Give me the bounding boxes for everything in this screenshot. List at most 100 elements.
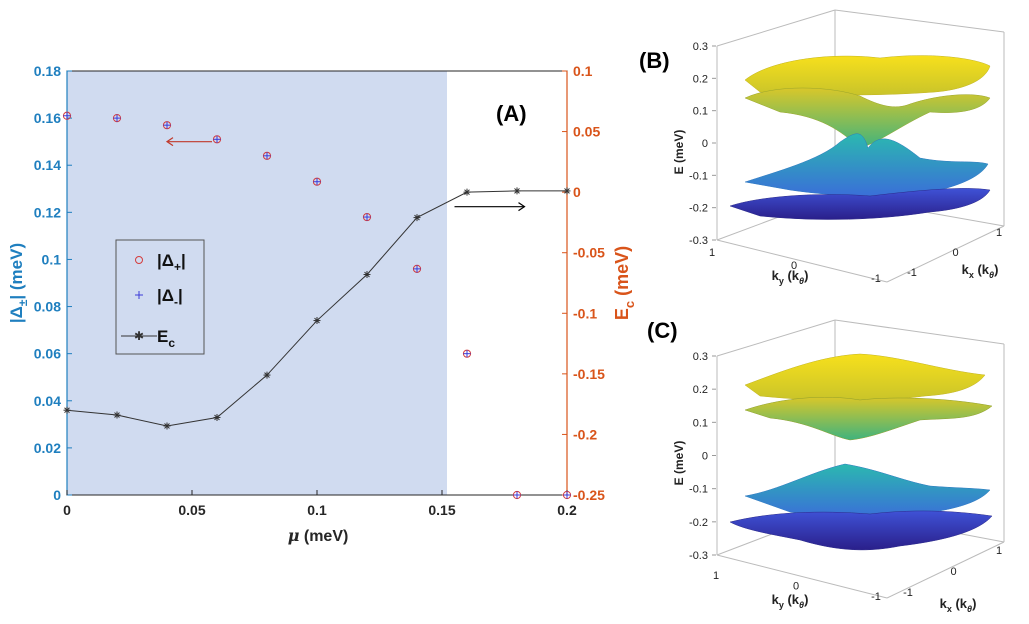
z-tick-label: -0.3 [689, 235, 708, 247]
svg-text:✱: ✱ [134, 329, 144, 343]
point-ec [113, 411, 121, 419]
legend-marker-ec: ✱ [121, 329, 157, 343]
kx-label-c: kx (kθ) [940, 596, 977, 614]
band-c-upper-outer [744, 353, 986, 401]
kx-tick-label: 1 [996, 545, 1002, 557]
series-layer [62, 111, 572, 500]
point-delta-minus [213, 135, 221, 143]
ky-tick-label: 1 [709, 247, 715, 259]
left-tick-label: 0.14 [34, 157, 61, 173]
point-ec [163, 422, 171, 430]
ky-label-c: ky (kθ) [772, 592, 809, 610]
ky-tick-label: 1 [713, 570, 719, 582]
left-tick-label: 0.02 [34, 440, 61, 456]
left-axis-ticks: 0 0.02 0.04 0.06 0.08 0.1 0.12 0.14 0.16 0.18 [34, 63, 72, 503]
left-tick-label: 0.12 [34, 204, 61, 220]
z-tick-label: 0.3 [693, 41, 708, 53]
kx-ticks-c: -1 0 1 [903, 545, 1002, 599]
x-tick-label: 0.15 [428, 502, 455, 518]
panel-label-c: (C) [647, 318, 678, 343]
left-axis-label: |Δ±| (meV) [7, 243, 30, 323]
z-axis-ticks-c: 0.3 0.2 0.1 0 -0.1 -0.2 -0.3 [689, 351, 716, 562]
z-tick-label: 0 [702, 451, 708, 463]
right-tick-label: -0.15 [573, 366, 605, 382]
point-ec [563, 187, 571, 195]
kx-tick-label: -1 [907, 267, 917, 279]
z-tick-label: 0 [702, 138, 708, 150]
right-tick-label: 0.1 [573, 63, 593, 79]
point-ec [213, 413, 221, 421]
ky-label-b: ky (kθ) [772, 268, 809, 286]
z-tick-label: 0.1 [693, 417, 708, 429]
left-tick-label: 0.1 [42, 251, 62, 267]
point-ec [313, 317, 321, 325]
point-ec [463, 188, 471, 196]
z-axis-ticks-b: 0.3 0.2 0.1 0 -0.1 -0.2 -0.3 [689, 41, 716, 247]
x-axis-ticks: 0 0.05 0.1 0.15 0.2 [63, 490, 577, 518]
legend: |Δ+| |Δ-| ✱ Ec [115, 239, 205, 355]
point-delta-minus [63, 112, 71, 120]
point-ec [63, 406, 71, 414]
left-tick-label: 0.06 [34, 346, 61, 362]
arrow-left-axis [165, 137, 212, 147]
point-delta-minus [413, 265, 421, 273]
legend-marker-delta-minus [135, 291, 143, 299]
ky-ticks-b: 1 0 -1 [709, 247, 881, 285]
right-axis-label: Ec (meV) [612, 246, 637, 320]
point-delta-minus [313, 178, 321, 186]
legend-marker-delta-plus [135, 256, 143, 264]
point-delta-minus [163, 121, 171, 129]
ky-tick-label: -1 [871, 591, 881, 603]
x-axis-label: μ (meV) [288, 526, 349, 545]
kx-tick-label: -1 [903, 587, 913, 599]
right-tick-label: -0.1 [573, 305, 597, 321]
left-tick-label: 0.16 [34, 110, 61, 126]
kx-tick-label: 0 [950, 566, 956, 578]
left-tick-label: 0.08 [34, 299, 61, 315]
z-axis-label-c: E (meV) [672, 441, 686, 486]
legend-entry-delta-minus: |Δ-| [157, 286, 183, 309]
panel-a-chart: 0 0.02 0.04 0.06 0.08 0.1 0.12 0.14 0.16 0.18 -0.… [7, 63, 637, 545]
z-tick-label: 0.2 [693, 73, 708, 85]
z-tick-label: -0.1 [689, 484, 708, 496]
z-tick-label: -0.2 [689, 203, 708, 215]
point-ec [413, 214, 421, 222]
ky-tick-label: 0 [791, 260, 797, 272]
point-delta-minus [463, 350, 471, 358]
panel-label-a: (A) [496, 101, 527, 126]
ky-ticks-c: 1 0 -1 [713, 570, 881, 603]
panel-c-surface-plot: (C) 0.30.20.10-0.1-0.2-0.3 E (meV) 10-1 … [647, 318, 1005, 614]
left-tick-label: 0.18 [34, 63, 61, 79]
kx-ticks-b: -1 0 1 [907, 227, 1002, 279]
z-tick-label: -0.3 [689, 550, 708, 562]
left-tick-label: 0.04 [34, 393, 61, 409]
legend-entry-ec: Ec [157, 327, 175, 350]
band-b-lower-inner [744, 133, 989, 197]
x-tick-label: 0.2 [557, 502, 577, 518]
x-tick-label: 0.05 [178, 502, 205, 518]
right-tick-label: -0.05 [573, 245, 605, 261]
z-tick-label: -0.2 [689, 517, 708, 529]
panel-b-surface-plot: (B) 0.30.20.10-0.1-0.2-0.3 E (meV) 10-1 … [639, 9, 1005, 286]
point-delta-minus [363, 213, 371, 221]
band-b-upper-inner [744, 87, 991, 149]
point-ec [263, 371, 271, 379]
z-tick-label: 0.3 [693, 351, 708, 363]
right-tick-label: 0 [573, 184, 581, 200]
kx-tick-label: 0 [952, 247, 958, 259]
right-tick-label: -0.2 [573, 426, 597, 442]
x-tick-label: 0.1 [307, 502, 327, 518]
ky-tick-label: -1 [871, 273, 881, 285]
z-axis-label-b: E (meV) [672, 130, 686, 175]
right-axis-ticks: -0.25 -0.2 -0.15 -0.1 -0.05 0 0.05 0.1 [562, 63, 605, 503]
point-delta-minus [563, 491, 571, 499]
arrow-right-axis [454, 202, 526, 212]
z-tick-label: -0.1 [689, 170, 708, 182]
band-b-lower-outer [729, 188, 991, 220]
arrows-layer [165, 137, 526, 212]
point-delta-minus [513, 491, 521, 499]
ky-tick-label: 0 [793, 581, 799, 593]
legend-box [115, 239, 205, 355]
right-tick-label: -0.25 [573, 487, 605, 503]
band-c-upper-inner [744, 397, 993, 441]
